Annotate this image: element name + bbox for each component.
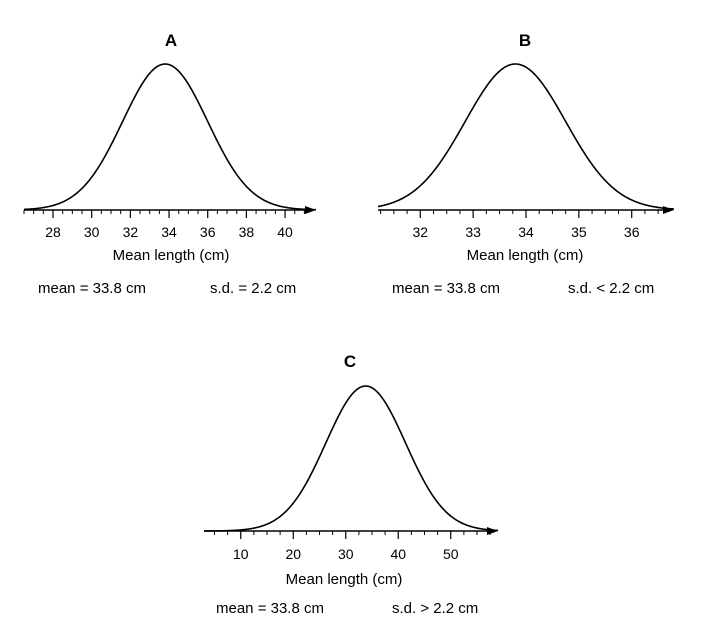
tick-label: 35	[571, 224, 587, 240]
x-axis-label: Mean length (cm)	[286, 571, 403, 588]
tick-label: 36	[624, 224, 640, 240]
tick-label: 34	[518, 224, 534, 240]
tick-labels: 10 20 30 40 50	[233, 546, 459, 562]
major-ticks	[52, 210, 286, 218]
tick-label: 10	[233, 546, 249, 562]
tick-label: 32	[412, 224, 428, 240]
tick-labels: 32 33 34 35 36	[412, 224, 639, 240]
tick-labels: 28 30 32 34 36 38 40	[45, 224, 293, 240]
tick-label: 32	[123, 224, 139, 240]
x-axis-label: Mean length (cm)	[113, 247, 230, 264]
mean-text: mean = 33.8 cm	[216, 600, 324, 617]
x-axis-arrow-icon	[487, 527, 498, 535]
tick-label: 50	[443, 546, 459, 562]
distribution-curve	[204, 385, 499, 532]
tick-label: 20	[285, 546, 301, 562]
panel-c: C 10 20 30 40 50 Mean length (cm) mean = 33.…	[204, 352, 499, 617]
panel-title: C	[344, 352, 356, 371]
distribution-curve	[23, 63, 317, 211]
sd-text: s.d. < 2.2 cm	[568, 280, 654, 297]
x-axis-label: Mean length (cm)	[467, 247, 584, 264]
x-axis-arrow-icon	[663, 206, 674, 214]
tick-label: 40	[390, 546, 406, 562]
distribution-curve	[377, 63, 675, 210]
mean-text: mean = 33.8 cm	[38, 280, 146, 297]
tick-label: 36	[200, 224, 216, 240]
panel-title: A	[165, 31, 177, 50]
tick-label: 40	[277, 224, 293, 240]
panel-a: A 28 30 32 34 36 38 40 Mean length (cm) mean =…	[23, 31, 317, 297]
panel-title: B	[519, 31, 531, 50]
tick-label: 34	[161, 224, 177, 240]
sd-text: s.d. > 2.2 cm	[392, 600, 478, 617]
x-axis-arrow-icon	[305, 206, 316, 214]
tick-label: 30	[84, 224, 100, 240]
major-ticks	[419, 210, 633, 218]
sd-text: s.d. = 2.2 cm	[210, 280, 296, 297]
tick-label: 38	[239, 224, 255, 240]
mean-text: mean = 33.8 cm	[392, 280, 500, 297]
tick-label: 30	[338, 546, 354, 562]
tick-label: 28	[45, 224, 61, 240]
panel-b: B 32 33 34 35 36 Mean length (cm) mean = 33.…	[377, 31, 675, 297]
tick-label: 33	[465, 224, 481, 240]
major-ticks	[240, 531, 452, 539]
